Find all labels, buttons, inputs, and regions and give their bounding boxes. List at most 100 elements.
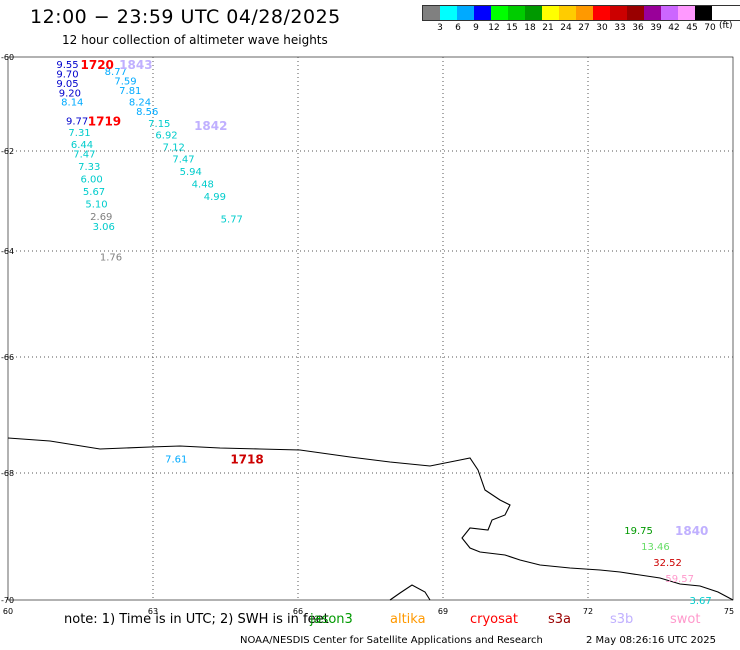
satellite-label: s3b [610,612,634,627]
footer-credit: NOAA/NESDIS Center for Satellite Applica… [240,635,543,646]
wave-height-value: 8.56 [136,107,158,118]
wave-height-value: 4.48 [192,180,214,191]
legend-label: 3 [437,23,443,33]
pass-labels: 1720 1843 1719 1842 1718 1840 [81,58,709,538]
legend-swatch [491,6,508,20]
wave-height-value: 9.77 [66,116,88,127]
lon-tick-label: 63 [148,607,158,616]
axis-tick-labels: 60 63 66 69 72 75 -60 -62 -64 -66 -68 -70 [1,53,734,616]
satellite-label: swot [670,612,701,627]
legend-swatch [661,6,678,20]
wave-height-value: 5.67 [83,187,105,198]
satellite-label: jason3 [310,612,353,627]
legend-label: 6 [455,23,461,33]
lat-tick-label: -64 [1,247,14,256]
wave-height-value: 7.31 [68,128,90,139]
color-legend: 3 6 9 12 15 18 21 24 27 30 33 36 39 42 45 70 [422,5,740,35]
pass-time-label: 1719 [88,114,121,128]
wave-height-value: 59.57 [665,574,694,585]
coastline-south [389,584,431,601]
map-title: 12:00 − 23:59 UTC 04/28/2025 [30,6,341,28]
wave-height-value: 8.14 [61,98,83,109]
wave-height-value: 8.24 [129,98,151,109]
lat-tick-label: -66 [1,353,14,362]
lon-tick-label: 69 [438,607,448,616]
wave-height-value: 7.47 [73,150,95,161]
legend-label: 24 [560,23,572,33]
wave-height-value: 6.44 [71,140,93,151]
legend-label: 45 [686,23,698,33]
legend-label: 42 [668,23,680,33]
legend-swatch [457,6,474,20]
wave-height-value: 6.00 [81,175,103,186]
lat-tick-label: -62 [1,147,14,156]
legend-label: 9 [473,23,479,33]
lat-tick-label: -70 [1,596,14,605]
legend-labels: 3 6 9 12 15 18 21 24 27 30 33 36 39 42 45 70 [422,21,740,35]
wave-height-value: 7.61 [165,455,187,466]
wave-height-value: 7.33 [78,162,100,173]
wave-height-value: 8.77 [105,67,127,78]
legend-swatch [627,6,644,20]
pass-time-label: 1718 [230,453,263,467]
coastline-main [7,437,734,601]
legend-label: 36 [632,23,644,33]
wave-height-value: 9.20 [59,88,81,99]
wave-height-value: 32.52 [653,558,682,569]
wave-height-value: 3.67 [690,596,712,607]
legend-label: 33 [614,23,626,33]
legend-swatch [474,6,491,20]
legend-unit: (ft) [719,21,733,31]
wave-height-value: 7.59 [114,77,136,88]
satellite-label: altika [390,612,426,627]
wave-height-value: 9.70 [56,69,78,80]
legend-label: 12 [488,23,500,33]
wave-height-value: 13.46 [641,542,670,553]
legend-color-bar [422,5,740,21]
satellite-label: cryosat [470,612,518,627]
legend-label: 39 [650,23,662,33]
wave-height-value: 5.10 [85,200,107,211]
wave-height-observations: 9.559.709.059.208.14 8.777.597.818.248.56… [56,60,711,607]
map-subtitle: 12 hour collection of altimeter wave hei… [62,33,328,47]
legend-swatch [576,6,593,20]
lat-tick-label: -60 [1,53,14,62]
wave-height-value: 7.12 [163,142,185,153]
legend-swatch [525,6,542,20]
legend-swatch [610,6,627,20]
legend-swatch [695,6,712,20]
wave-height-value: 5.77 [221,215,243,226]
legend-swatch [423,6,440,20]
wave-height-value: 1.76 [100,252,122,263]
pass-time-label: 1842 [194,119,227,133]
legend-label: 18 [524,23,536,33]
legend-swatch [644,6,661,20]
legend-swatch [559,6,576,20]
legend-label: 70 [704,23,716,33]
legend-label: 30 [596,23,608,33]
wave-height-value: 2.69 [90,212,112,223]
wave-height-value: 7.15 [148,119,170,130]
lon-tick-label: 66 [293,607,303,616]
footer-timestamp: 2 May 08:26:16 UTC 2025 [586,635,716,646]
legend-swatch [542,6,559,20]
wave-height-value: 9.05 [56,79,78,90]
pass-time-label: 1843 [119,58,152,72]
legend-label: 21 [542,23,554,33]
satellite-label: s3a [548,612,572,627]
wave-height-value: 6.92 [155,131,177,142]
wave-height-value: 9.55 [56,60,78,71]
legend-swatch [593,6,610,20]
note-text: note: 1) Time is in UTC; 2) SWH is in fe… [64,612,329,627]
wave-height-value: 4.99 [204,192,226,203]
wave-height-value: 5.94 [180,167,202,178]
lon-tick-label: 72 [583,607,593,616]
grid-lines [7,56,734,601]
legend-label: 27 [578,23,590,33]
legend-swatch [678,6,695,20]
lon-tick-label: 75 [724,607,734,616]
lat-tick-label: -68 [1,469,14,478]
wave-height-value: 19.75 [624,526,653,537]
legend-swatch [440,6,457,20]
